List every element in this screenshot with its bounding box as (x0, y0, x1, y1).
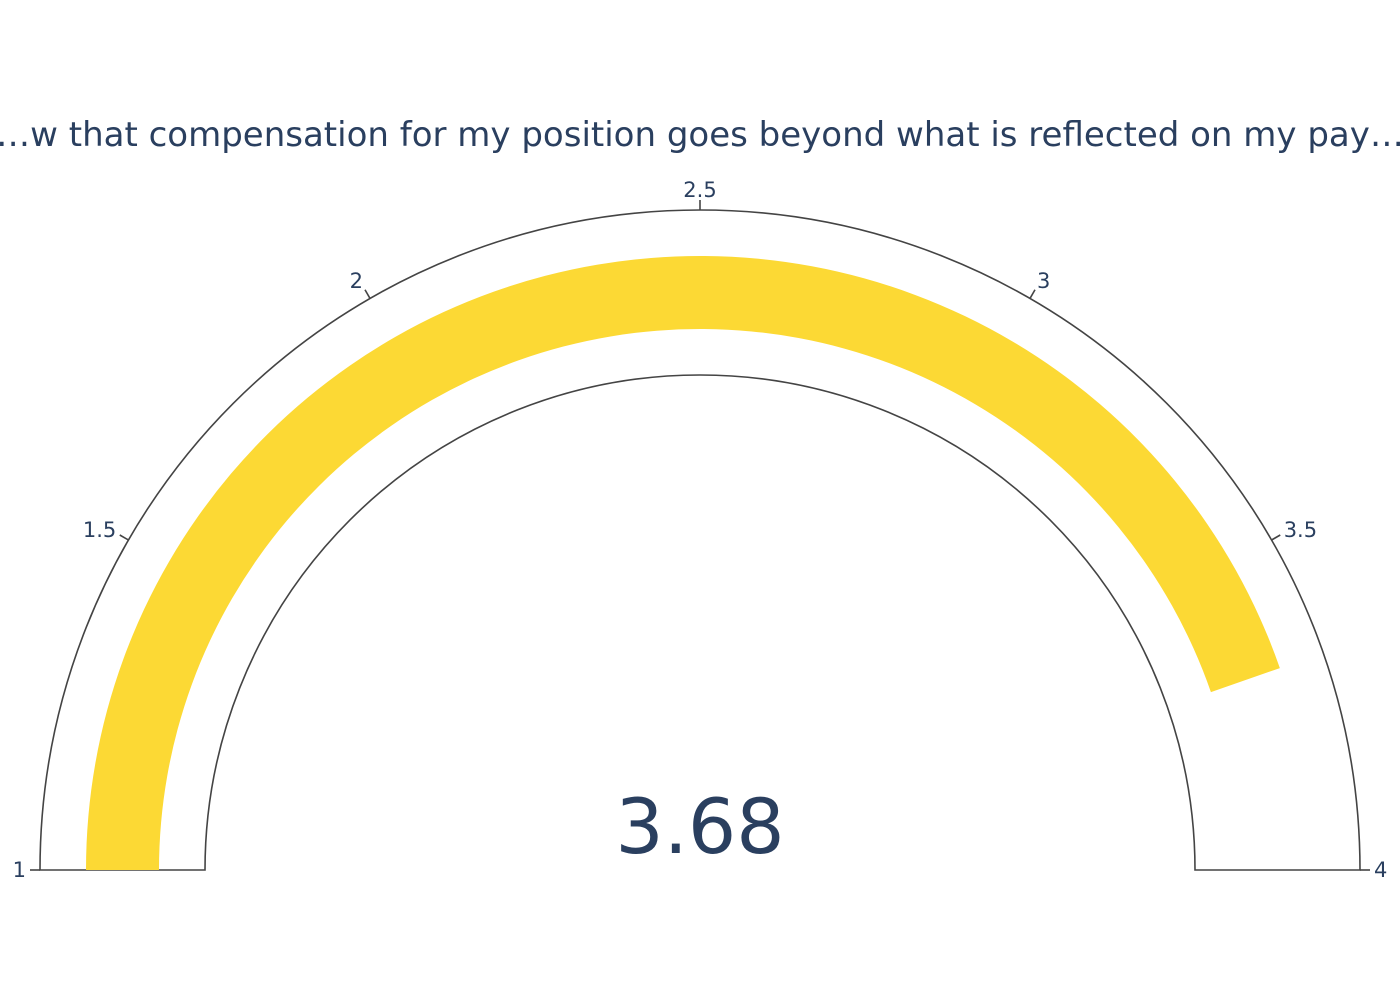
gauge-tick-label: 2 (350, 269, 363, 293)
gauge-tick-label: 1 (13, 858, 26, 882)
gauge-tick (1029, 289, 1036, 299)
gauge-tick (1271, 534, 1281, 541)
gauge-tick-label: 3 (1037, 269, 1050, 293)
gauge-outline (39, 209, 1361, 871)
gauge-tick-label: 3.5 (1284, 518, 1317, 542)
gauge-tick (119, 534, 129, 541)
chart-title: …w that compensation for my position goe… (0, 115, 1400, 155)
gauge-tick-label: 4 (1374, 858, 1387, 882)
gauge-value-bar (86, 255, 1280, 871)
gauge-value-label: 3.68 (615, 782, 784, 871)
gauge-tick-label: 1.5 (83, 518, 116, 542)
gauge-tick (364, 289, 371, 299)
gauge-axis-ticks: 1 1.5 2 2.5 3 3.5 4 (13, 178, 1388, 882)
gauge-tick-label: 2.5 (683, 178, 716, 202)
